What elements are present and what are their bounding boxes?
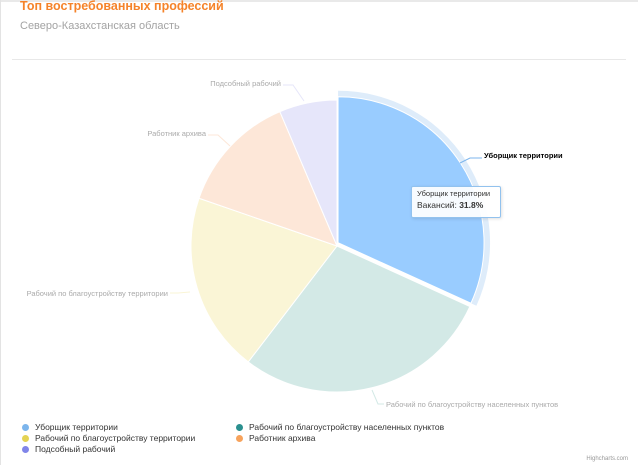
legend-item-5[interactable]: Подсобный рабочий xyxy=(22,444,115,454)
frame-left-border xyxy=(0,0,1,465)
label-connector xyxy=(170,291,191,294)
chart-title: Топ востребованных профессий xyxy=(20,0,224,13)
label-connector xyxy=(283,84,305,102)
chart-subtitle: Северо-Казахстанская область xyxy=(20,20,180,32)
credits-link[interactable]: Highcharts.com xyxy=(586,456,628,462)
selected-slice-halo xyxy=(338,90,491,306)
legend-marker-icon xyxy=(236,434,243,442)
pie-slices xyxy=(190,96,485,393)
legend-item-2[interactable]: Рабочий по благоустройству населенных пу… xyxy=(236,422,444,432)
data-label: Работник архива xyxy=(147,129,206,138)
hover-halo-layer xyxy=(338,90,491,306)
data-label: Рабочий по благоустройству территории xyxy=(27,289,168,298)
legend-marker-icon xyxy=(22,445,29,453)
label-connector xyxy=(459,157,482,164)
data-label: Рабочий по благоустройству населенных пу… xyxy=(386,400,558,409)
data-labels: Уборщик территории Рабочий по благоустрой… xyxy=(27,79,563,409)
frame-top-border xyxy=(0,0,638,2)
legend-label: Уборщик территории xyxy=(35,422,118,432)
header-divider xyxy=(12,59,626,60)
legend-label: Рабочий по благоустройству территории xyxy=(35,433,196,443)
legend-label: Подсобный рабочий xyxy=(35,444,116,454)
data-label: Уборщик территории xyxy=(484,151,563,160)
pie-slice[interactable] xyxy=(198,110,338,247)
pie-slice[interactable] xyxy=(279,99,338,247)
data-label: Подсобный рабочий xyxy=(210,79,281,88)
legend-label: Работник архива xyxy=(249,433,316,443)
legend-marker-icon xyxy=(22,423,29,431)
legend-label: Рабочий по благоустройству населенных пу… xyxy=(249,422,445,432)
legend-marker-icon xyxy=(22,434,29,442)
label-connector xyxy=(371,389,384,405)
legend-marker-icon xyxy=(236,423,243,431)
pie-slice[interactable] xyxy=(190,197,338,363)
pie-slice[interactable] xyxy=(247,245,471,393)
tooltip-value-label: Вакансий: xyxy=(417,200,460,210)
label-connector xyxy=(208,134,231,147)
tooltip-value: 31.8% xyxy=(459,200,484,210)
tooltip-series-name: Уборщик территории xyxy=(417,189,491,198)
tooltip-value-line: Вакансий: 31.8% xyxy=(417,199,495,211)
chart-tooltip: Уборщик территории Вакансий: 31.8% xyxy=(411,186,501,218)
label-connectors xyxy=(170,84,482,405)
legend-item-3[interactable]: Рабочий по благоустройству территории xyxy=(22,433,195,443)
legend-item-4[interactable]: Работник архива xyxy=(236,433,315,443)
legend-item-1[interactable]: Уборщик территории xyxy=(22,422,118,432)
